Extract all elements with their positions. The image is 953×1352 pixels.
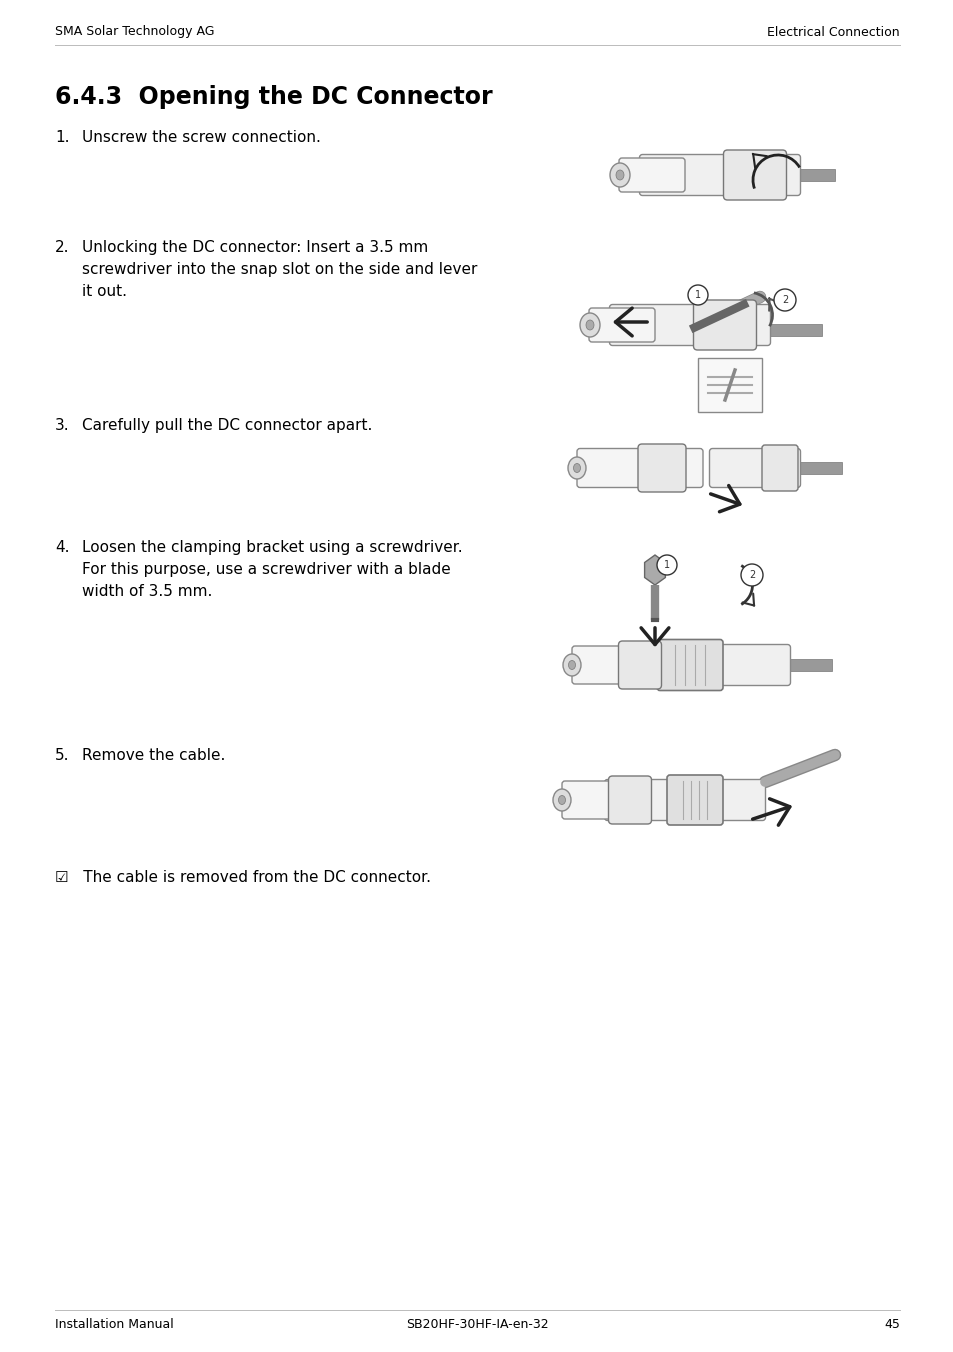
Text: 1.: 1.	[55, 130, 70, 145]
Text: 5.: 5.	[55, 748, 70, 763]
Text: 3.: 3.	[55, 418, 70, 433]
Ellipse shape	[562, 654, 580, 676]
FancyBboxPatch shape	[618, 158, 684, 192]
Text: 45: 45	[883, 1318, 899, 1332]
FancyBboxPatch shape	[618, 641, 660, 690]
Text: 4.: 4.	[55, 539, 70, 556]
FancyBboxPatch shape	[639, 154, 800, 196]
Text: SB20HF-30HF-IA-en-32: SB20HF-30HF-IA-en-32	[405, 1318, 548, 1332]
Bar	[777, 658, 832, 671]
FancyBboxPatch shape	[561, 781, 647, 819]
Bar	[757, 324, 821, 337]
Circle shape	[657, 556, 677, 575]
FancyBboxPatch shape	[666, 775, 722, 825]
FancyBboxPatch shape	[722, 150, 785, 200]
Polygon shape	[644, 556, 664, 585]
FancyBboxPatch shape	[604, 780, 764, 821]
FancyBboxPatch shape	[709, 449, 800, 488]
Circle shape	[773, 289, 795, 311]
Ellipse shape	[568, 661, 575, 669]
FancyBboxPatch shape	[761, 445, 797, 491]
FancyBboxPatch shape	[629, 645, 790, 685]
FancyBboxPatch shape	[693, 300, 756, 350]
FancyBboxPatch shape	[638, 443, 685, 492]
Ellipse shape	[616, 170, 623, 180]
Ellipse shape	[579, 314, 599, 337]
Text: Loosen the clamping bracket using a screwdriver.
For this purpose, use a screwdr: Loosen the clamping bracket using a scre…	[82, 539, 462, 599]
Text: SMA Solar Technology AG: SMA Solar Technology AG	[55, 26, 214, 38]
Text: 1: 1	[663, 560, 669, 571]
FancyBboxPatch shape	[572, 646, 658, 684]
Circle shape	[687, 285, 707, 306]
Ellipse shape	[558, 795, 565, 804]
FancyBboxPatch shape	[608, 776, 651, 823]
Text: Unscrew the screw connection.: Unscrew the screw connection.	[82, 130, 320, 145]
Ellipse shape	[553, 790, 571, 811]
Text: 2.: 2.	[55, 241, 70, 256]
Bar	[774, 169, 834, 181]
Text: Unlocking the DC connector: Insert a 3.5 mm
screwdriver into the snap slot on th: Unlocking the DC connector: Insert a 3.5…	[82, 241, 476, 299]
Text: Installation Manual: Installation Manual	[55, 1318, 173, 1332]
Ellipse shape	[609, 164, 629, 187]
Ellipse shape	[585, 320, 594, 330]
Text: Electrical Connection: Electrical Connection	[766, 26, 899, 38]
Text: 6.4.3  Opening the DC Connector: 6.4.3 Opening the DC Connector	[55, 85, 492, 110]
FancyBboxPatch shape	[609, 304, 770, 346]
FancyBboxPatch shape	[577, 449, 702, 488]
Text: Remove the cable.: Remove the cable.	[82, 748, 225, 763]
Ellipse shape	[567, 457, 585, 479]
Text: Carefully pull the DC connector apart.: Carefully pull the DC connector apart.	[82, 418, 372, 433]
FancyBboxPatch shape	[698, 358, 761, 412]
Text: ☑   The cable is removed from the DC connector.: ☑ The cable is removed from the DC conne…	[55, 869, 431, 886]
Text: 2: 2	[781, 295, 787, 306]
Ellipse shape	[573, 464, 579, 472]
FancyBboxPatch shape	[588, 308, 655, 342]
Text: 2: 2	[748, 571, 755, 580]
Text: 1: 1	[694, 289, 700, 300]
Circle shape	[740, 564, 762, 585]
FancyBboxPatch shape	[657, 639, 722, 691]
Bar	[786, 462, 841, 475]
